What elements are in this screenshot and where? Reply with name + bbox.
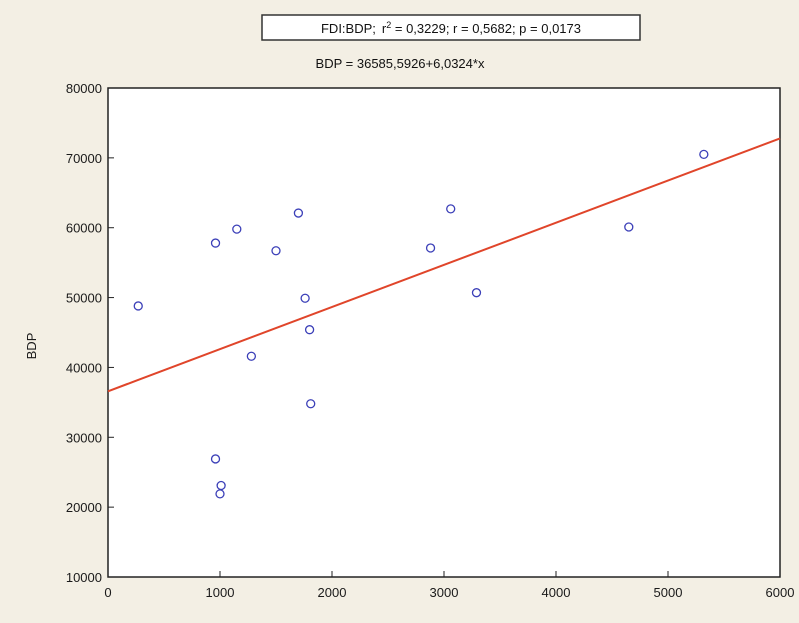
- y-tick-label: 40000: [66, 360, 102, 375]
- x-tick-label: 0: [104, 585, 111, 600]
- data-point: [425, 243, 436, 253]
- r2-value: = 0,3229; r = 0,5682; p = 0,0173: [391, 21, 581, 36]
- data-point: [304, 325, 315, 335]
- data-point: [446, 204, 456, 214]
- data-point: [246, 351, 257, 361]
- title-label: FDI:BDP;: [321, 21, 376, 36]
- plot-area: [107, 87, 781, 578]
- data-point: [471, 288, 482, 298]
- x-tick-label: 2000: [318, 585, 347, 600]
- r2-superscript: 2: [386, 20, 391, 30]
- title-box-frame: [261, 14, 641, 41]
- data-point: [699, 149, 709, 160]
- data-points: [133, 149, 709, 499]
- data-point: [271, 246, 281, 256]
- y-tick-label: 70000: [66, 151, 102, 166]
- chart-title: FDI:BDP; r2 = 0,3229; r = 0,5682; p = 0,0…: [321, 20, 581, 36]
- y-axis-label: BDP: [24, 333, 39, 360]
- y-tick-label: 10000: [66, 570, 102, 585]
- data-point: [210, 238, 221, 248]
- y-tick-label: 50000: [66, 291, 102, 306]
- title-box: FDI:BDP; r2 = 0,3229; r = 0,5682; p = 0,0…: [261, 14, 641, 41]
- x-tick-label: 3000: [430, 585, 459, 600]
- y-tick-label: 20000: [66, 500, 102, 515]
- y-tick-label: 80000: [66, 81, 102, 96]
- x-tick-label: 6000: [766, 585, 795, 600]
- regression-layer: [107, 137, 781, 393]
- x-tick-label: 4000: [542, 585, 571, 600]
- data-point: [215, 489, 225, 499]
- data-point: [133, 301, 143, 311]
- data-point: [306, 399, 316, 409]
- data-point: [300, 293, 310, 303]
- data-point: [624, 222, 634, 232]
- data-point: [232, 224, 242, 234]
- y-tick-label: 30000: [66, 430, 102, 445]
- r2-prefix: r: [382, 21, 387, 36]
- y-tick-label: 60000: [66, 221, 102, 236]
- axis-ticks: 0 1000 2000 3000 4000 5000 6000 10000 20000 30000…: [66, 81, 795, 600]
- data-point: [210, 454, 221, 464]
- x-tick-label: 5000: [654, 585, 683, 600]
- chart-subtitle: BDP = 36585,5926+6,0324*x: [316, 56, 485, 71]
- data-point: [293, 208, 304, 218]
- regression-line: [107, 137, 781, 393]
- x-tick-label: 1000: [206, 585, 235, 600]
